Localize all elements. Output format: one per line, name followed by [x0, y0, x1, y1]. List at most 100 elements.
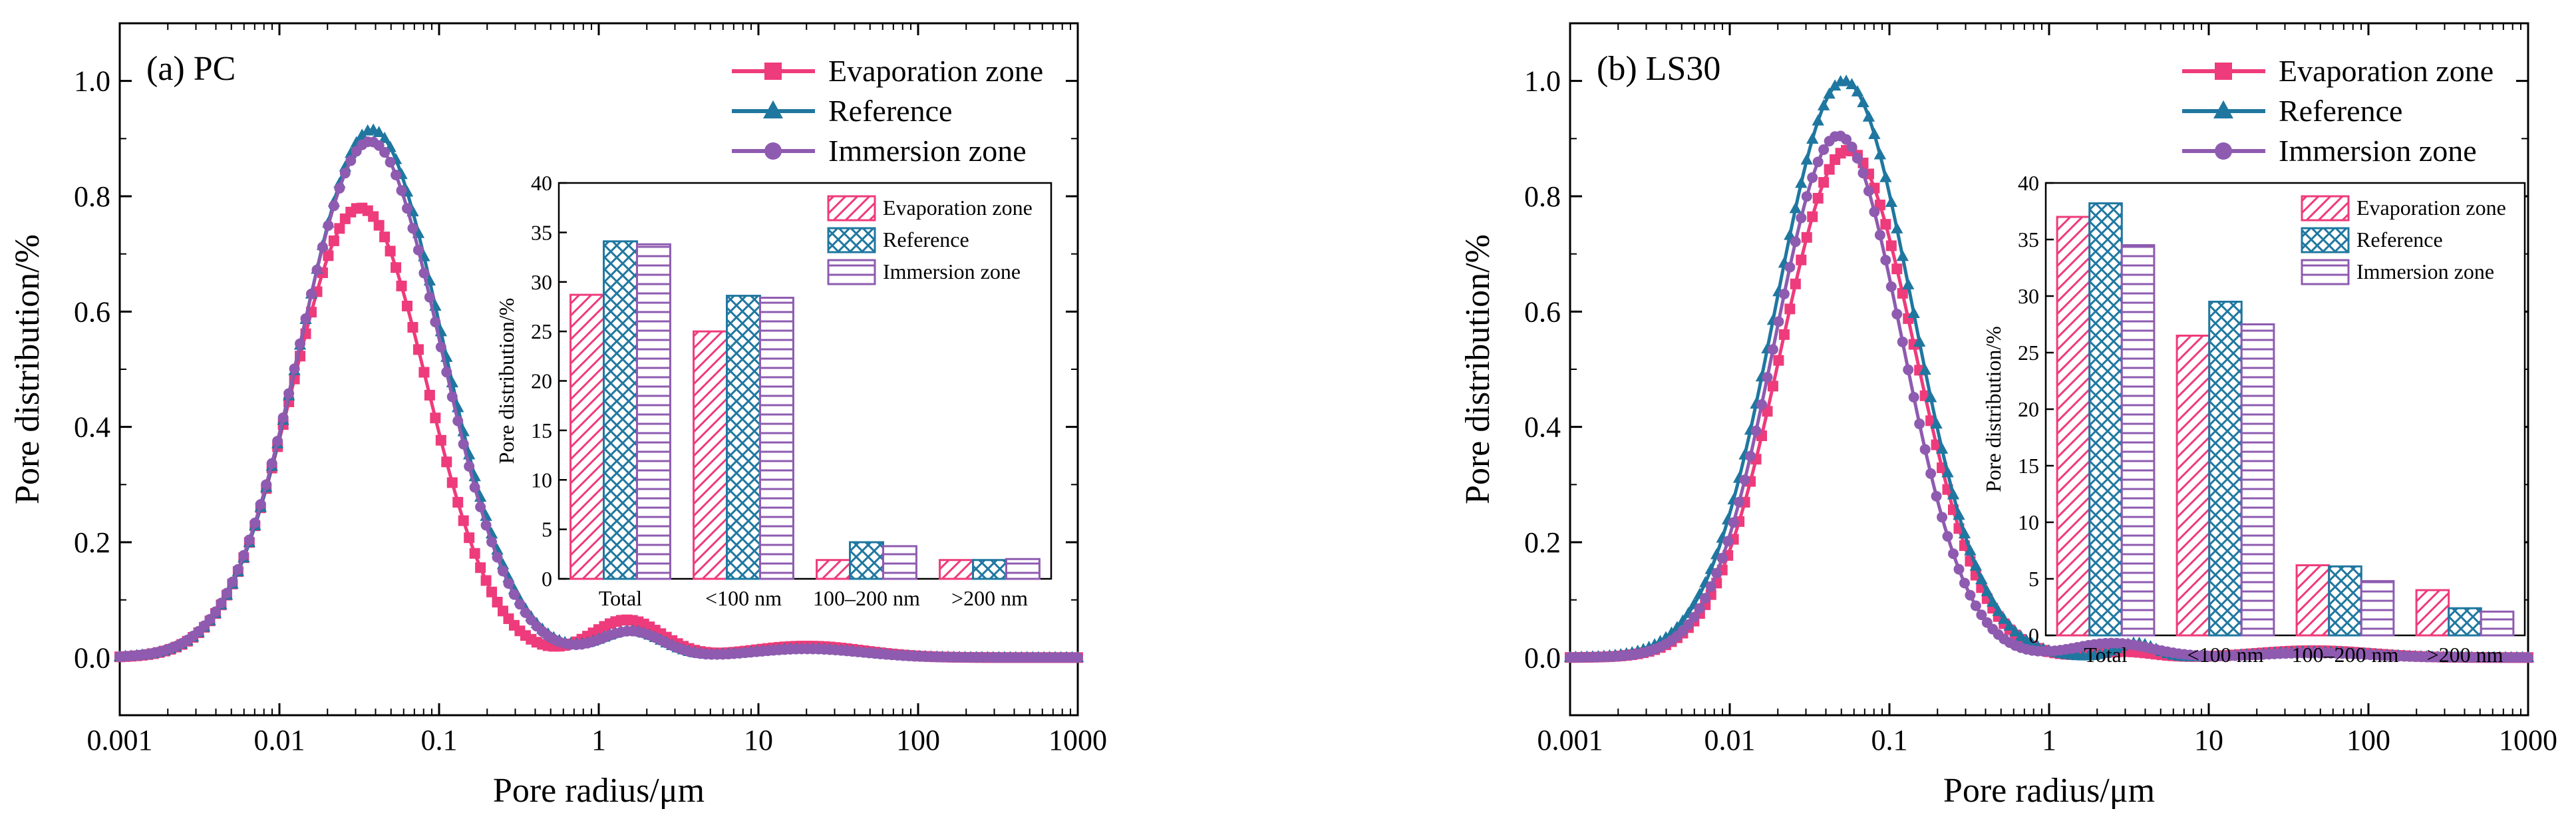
data-point	[1891, 222, 1903, 234]
inset-legend-label: Evaporation zone	[883, 196, 1033, 220]
inset-category-label: <100 nm	[2187, 643, 2264, 667]
data-point	[1824, 164, 1835, 175]
data-point	[1935, 442, 1949, 454]
data-point	[216, 597, 227, 609]
x-tick-label: 10	[744, 724, 773, 756]
data-point	[2009, 625, 2022, 637]
data-point	[475, 502, 486, 513]
data-point	[334, 182, 345, 194]
data-point	[492, 597, 503, 608]
data-point	[430, 316, 441, 327]
data-point	[1852, 152, 1863, 164]
data-point	[1885, 240, 1897, 251]
inset-bar	[939, 559, 975, 580]
data-point	[1924, 391, 1937, 403]
data-point	[407, 321, 418, 333]
data-point	[289, 363, 300, 375]
data-point	[306, 288, 317, 299]
data-point	[503, 578, 514, 589]
inset-y-axis-title: Pore distribution/%	[494, 298, 518, 464]
data-point	[452, 415, 464, 426]
data-point	[441, 367, 452, 378]
inset-category-label: <100 nm	[705, 586, 782, 610]
inset-y-tick-label: 10	[2018, 510, 2039, 534]
data-point	[424, 389, 435, 401]
data-point	[238, 550, 249, 561]
data-point	[1941, 466, 1954, 478]
x-tick-label: 100	[2346, 724, 2390, 756]
data-point	[2003, 619, 2016, 631]
data-point	[1801, 232, 1812, 243]
data-point	[339, 168, 351, 179]
data-point	[1762, 372, 1773, 383]
x-tick-label: 0.1	[421, 724, 458, 756]
inset-category-label: 100–200 nm	[2292, 643, 2399, 667]
data-point	[391, 170, 402, 181]
data-point	[1812, 114, 1824, 126]
inset-bar	[2360, 579, 2395, 637]
inset-y-tick-label: 15	[531, 418, 552, 442]
data-point	[498, 566, 508, 577]
series-immersion	[1565, 130, 2533, 663]
data-point	[379, 146, 391, 158]
inset-bar	[693, 330, 728, 580]
data-point	[323, 250, 334, 261]
data-point	[1773, 316, 1784, 327]
inset-category-label: Total	[2084, 643, 2127, 667]
data-point	[1942, 531, 1953, 542]
data-point	[1897, 336, 1908, 347]
data-point	[1970, 600, 1981, 611]
data-point	[508, 589, 520, 600]
data-point	[2014, 629, 2027, 641]
data-point	[407, 223, 418, 234]
inset-y-tick-label: 20	[2018, 397, 2039, 421]
inset-bar	[972, 559, 1007, 580]
data-point	[1818, 144, 1830, 155]
data-point	[1778, 288, 1790, 299]
data-point	[1919, 444, 1931, 455]
data-point	[1959, 578, 1970, 589]
data-point	[249, 517, 261, 528]
data-point	[396, 185, 407, 196]
inset-bar	[2328, 565, 2362, 637]
data-point	[232, 564, 243, 575]
panel-label: (a) PC	[146, 50, 236, 88]
legend-label: Evaporation zone	[828, 54, 1043, 88]
data-point	[1880, 219, 1891, 230]
x-axis-title: Pore radius/μm	[1943, 772, 2155, 810]
inset-y-tick-label: 25	[2018, 341, 2039, 365]
data-point	[475, 562, 486, 574]
data-point	[486, 586, 498, 597]
x-tick-label: 1000	[1048, 724, 1107, 756]
y-tick-label: 1.0	[74, 65, 110, 98]
data-point	[1937, 512, 1948, 523]
data-point	[266, 458, 277, 469]
data-point	[1790, 278, 1801, 289]
data-point	[1873, 148, 1887, 160]
legend: Evaporation zone Reference Immersion zone	[732, 54, 1043, 168]
data-point	[430, 412, 441, 424]
data-point	[1981, 585, 1994, 597]
data-point	[1784, 261, 1796, 273]
inset-legend-swatch	[2301, 259, 2350, 285]
data-point	[1773, 355, 1784, 366]
inset-y-tick-label: 40	[2018, 171, 2039, 195]
data-point	[1722, 536, 1734, 547]
inset-category-label: >200 nm	[951, 586, 1028, 610]
data-point	[272, 435, 283, 446]
x-tick-label: 0.01	[1704, 724, 1756, 756]
x-tick-label: 100	[896, 724, 940, 756]
data-point	[311, 264, 323, 275]
data-point	[1807, 172, 1818, 183]
data-point	[1885, 196, 1898, 208]
data-point	[1846, 78, 1858, 90]
data-point	[1823, 87, 1836, 99]
data-point	[1964, 544, 1977, 556]
x-tick-label: 1000	[2499, 724, 2557, 756]
y-axis-title: Pore distribution/%	[1459, 234, 1497, 504]
y-tick-label: 0.8	[1524, 180, 1561, 213]
legend-marker	[763, 100, 783, 119]
inset-legend-label: Immersion zone	[2356, 259, 2494, 283]
inset-y-tick-label: 15	[2018, 454, 2039, 478]
inset-bar	[882, 545, 917, 580]
